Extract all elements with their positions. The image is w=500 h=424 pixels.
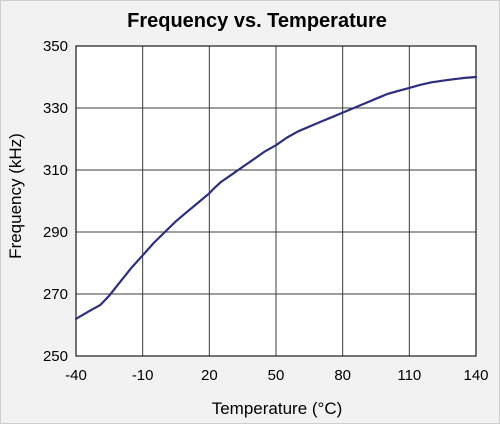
x-tick-label-6: 140: [463, 367, 488, 384]
y-tick-label-4: 330: [43, 100, 68, 117]
x-tick-label-2: 20: [201, 367, 218, 384]
x-tick-label-1: -10: [132, 367, 154, 384]
x-tick-label-3: 50: [268, 367, 285, 384]
y-tick-label-1: 270: [43, 286, 68, 303]
y-tick-label-5: 350: [43, 38, 68, 55]
x-tick-label-0: -40: [65, 367, 87, 384]
y-tick-label-2: 290: [43, 224, 68, 241]
x-tick-label-5: 110: [397, 367, 421, 384]
x-tick-label-4: 80: [334, 367, 351, 384]
y-axis-label: Frequency (kHz): [6, 133, 25, 259]
x-axis-label: Temperature (°C): [212, 399, 343, 418]
plot-border: [75, 45, 477, 357]
y-tick-label-3: 310: [43, 162, 68, 179]
y-tick-label-0: 250: [43, 348, 68, 365]
plot-area-group: -40 -10 20 50 80 110 140 250 270 290 310 330 350: [43, 38, 489, 384]
chart-title: Frequency vs. Temperature: [127, 10, 387, 32]
series-line-0: [74, 75, 478, 320]
